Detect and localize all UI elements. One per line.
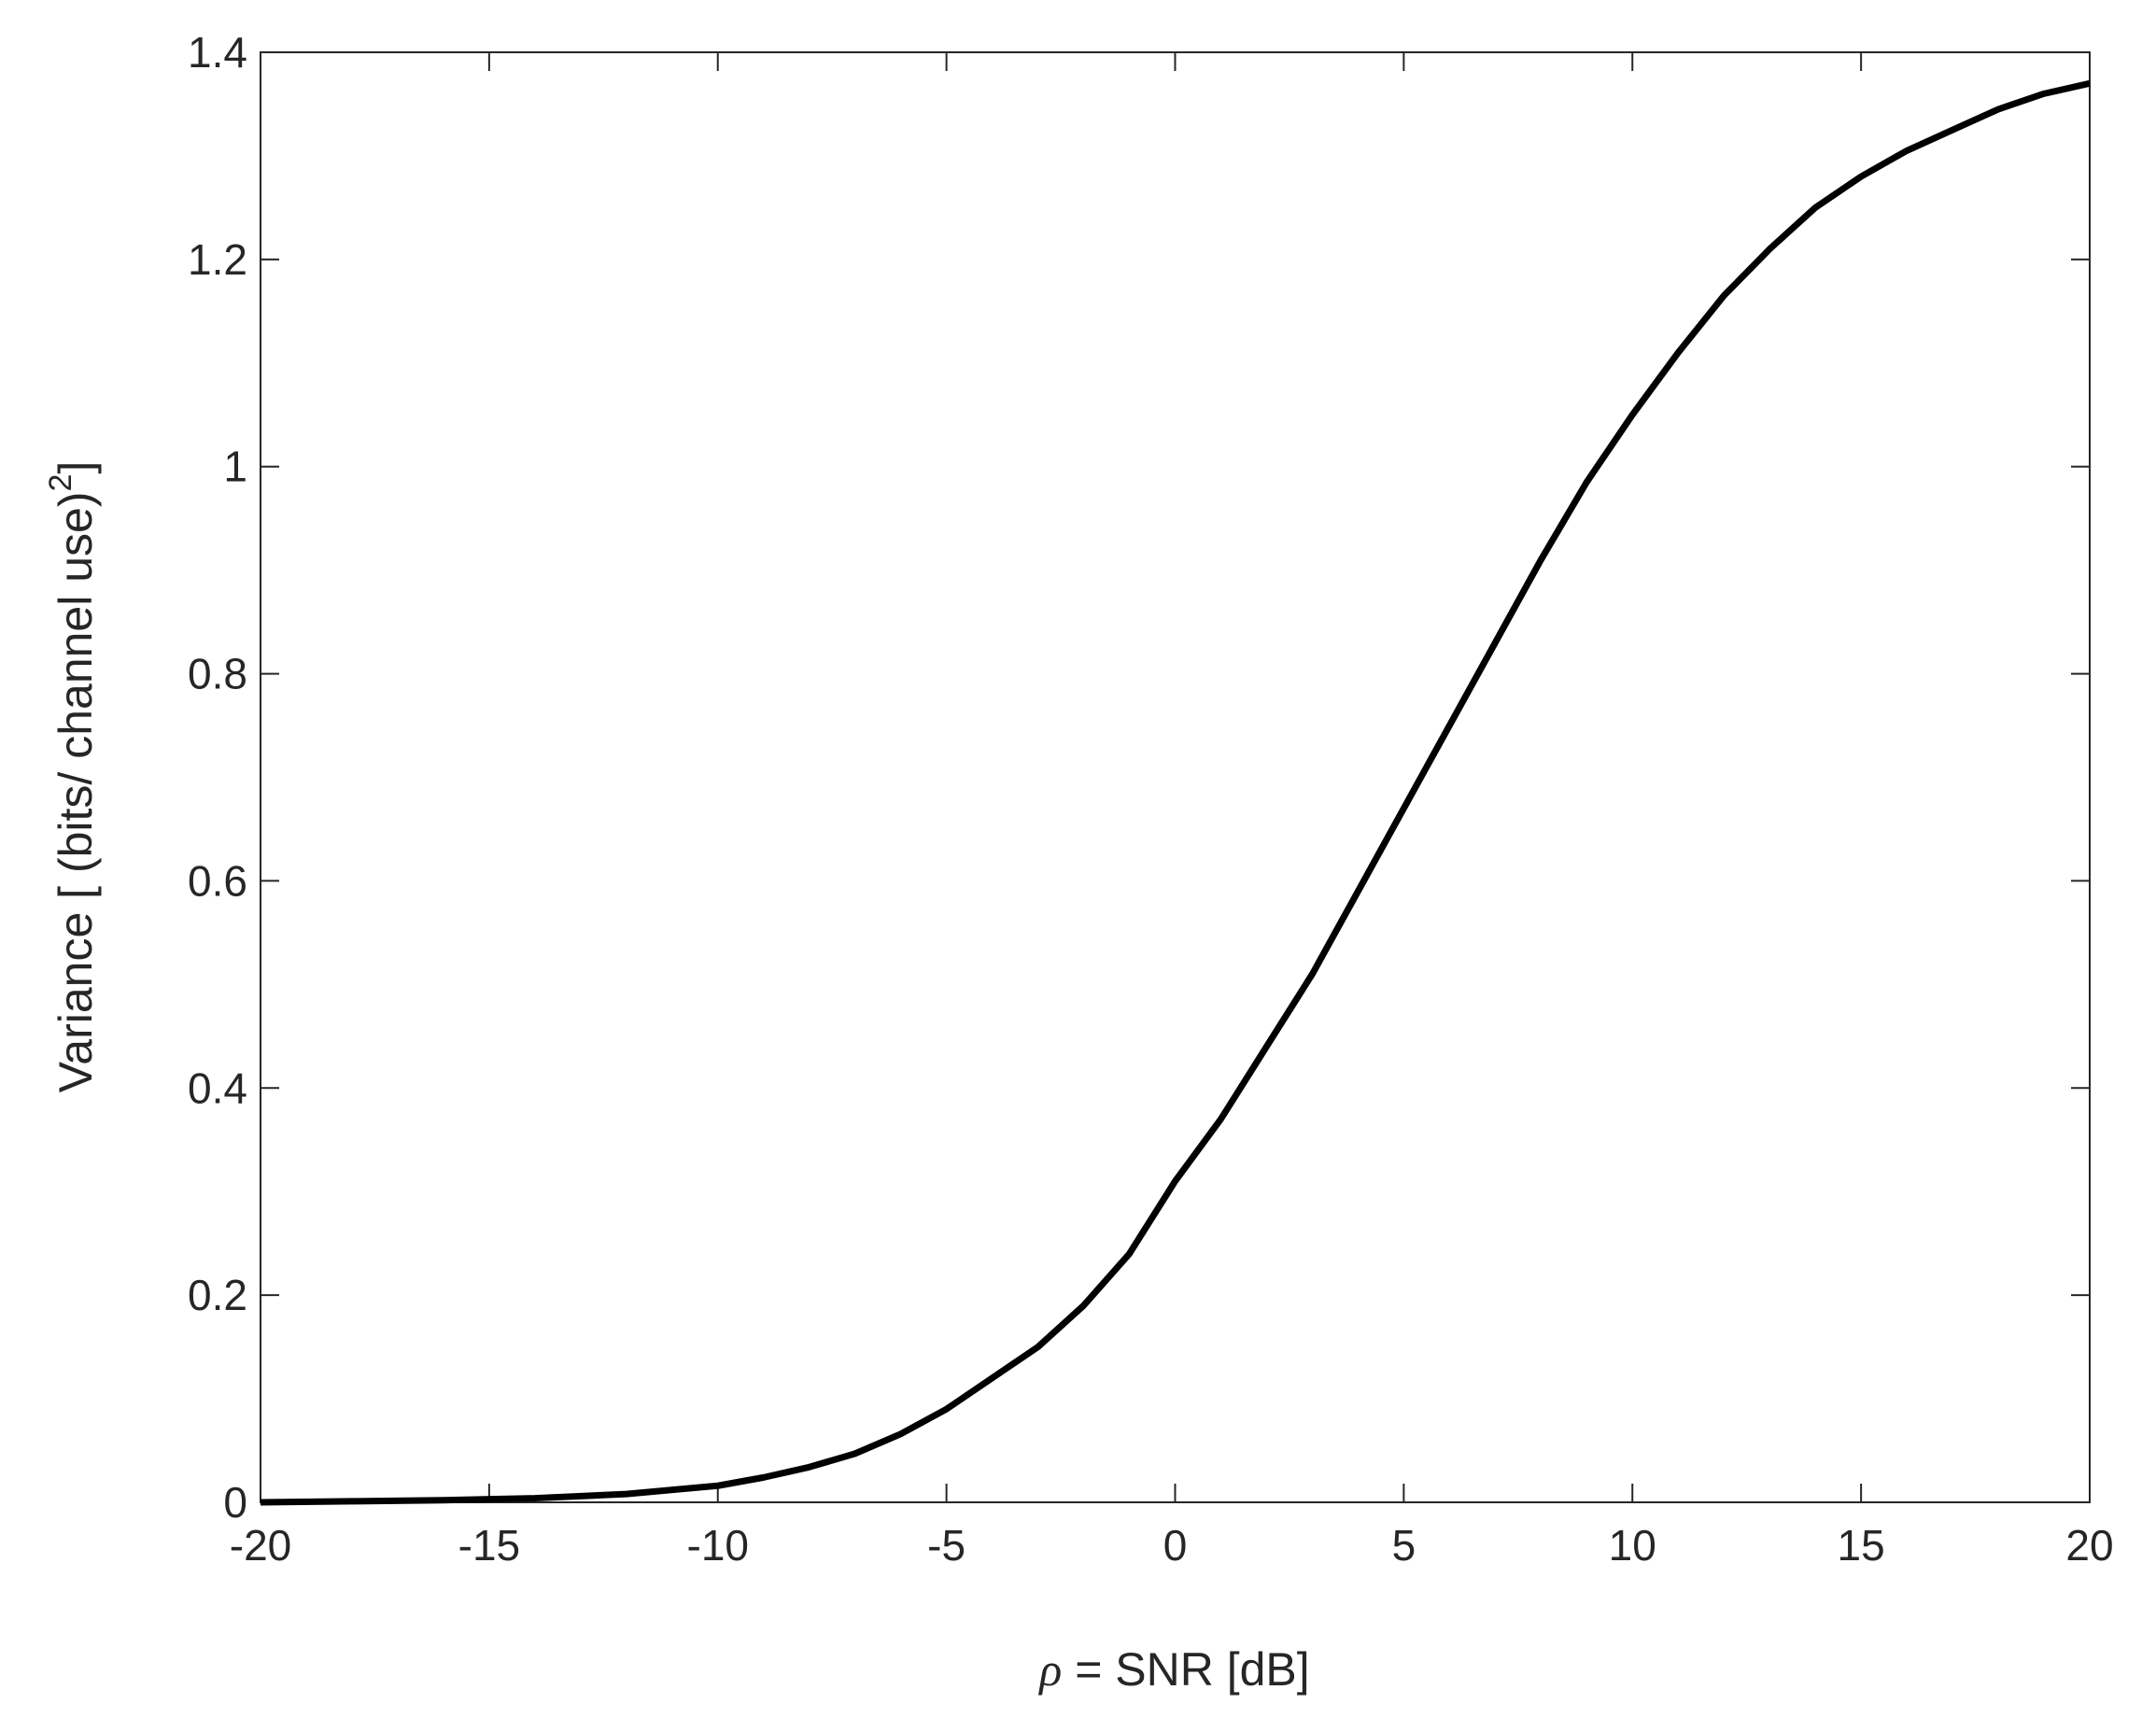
- x-tick-label: -10: [687, 1521, 749, 1570]
- y-tick-label: 0.4: [188, 1063, 247, 1112]
- plot-frame: [260, 51, 2091, 1503]
- x-tick-label: 15: [1838, 1521, 1885, 1570]
- x-tick-label: 5: [1392, 1521, 1416, 1570]
- y-tick-label: 1.2: [188, 235, 247, 284]
- x-tick-label: -15: [458, 1521, 520, 1570]
- y-tick-label: 0.6: [188, 856, 247, 905]
- x-tick-label: -20: [230, 1521, 291, 1570]
- y-label-end: ]: [49, 461, 102, 474]
- x-tick-label: 10: [1609, 1521, 1656, 1570]
- y-label-superscript: 2: [43, 474, 78, 492]
- y-tick-label: 0: [223, 1478, 247, 1527]
- x-label-symbol: ρ: [1037, 1643, 1062, 1696]
- x-tick-label: -5: [927, 1521, 965, 1570]
- y-tick-label: 1.4: [188, 28, 247, 77]
- y-tick-label: 0.2: [188, 1271, 247, 1319]
- x-axis-label: ρ = SNR [dB]: [1037, 1643, 1309, 1696]
- y-axis-label: Variance [ (bits/ channel use)2]: [43, 461, 102, 1093]
- data-line: [260, 79, 2091, 1506]
- x-tick-label: 20: [2065, 1521, 2113, 1570]
- y-tick-label: 1: [223, 443, 247, 491]
- x-tick-label: 0: [1163, 1521, 1188, 1570]
- x-label-text: = SNR [dB]: [1062, 1643, 1309, 1696]
- y-label-text: Variance [ (bits/ channel use): [49, 491, 102, 1092]
- y-tick-label: 0.8: [188, 650, 247, 698]
